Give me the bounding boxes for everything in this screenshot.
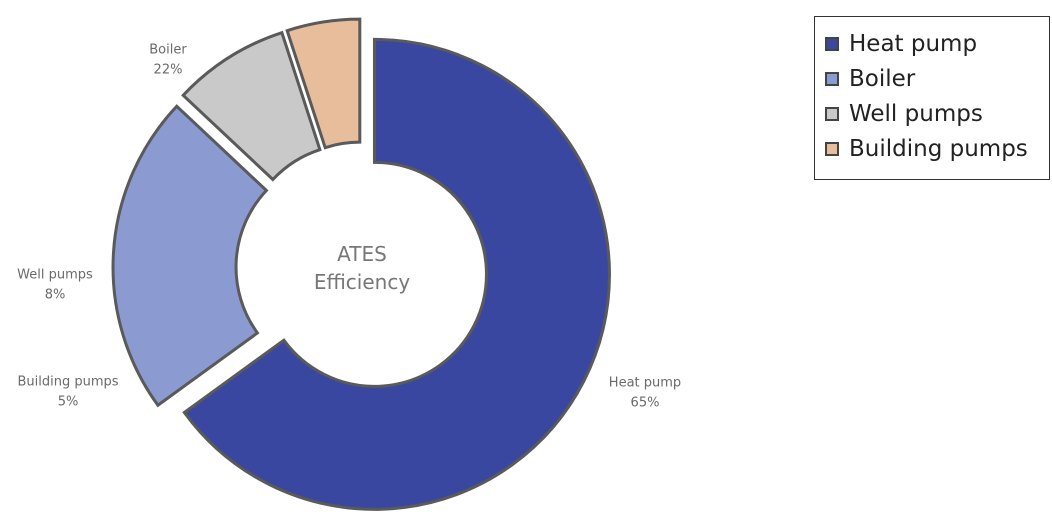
- legend-label: Building pumps: [849, 135, 1028, 162]
- slice-value-label: 8%: [45, 288, 66, 303]
- legend-item: Well pumps: [815, 96, 1049, 131]
- slice-value-label: 65%: [631, 396, 660, 411]
- slice-label: Boiler: [149, 43, 187, 58]
- legend-item: Building pumps: [815, 131, 1049, 166]
- legend-label: Well pumps: [849, 100, 983, 127]
- legend-swatch: [825, 36, 839, 51]
- slice-label: Building pumps: [17, 375, 118, 390]
- slice: [111, 104, 269, 408]
- slice-label: Well pumps: [17, 268, 93, 283]
- legend-item: Heat pump: [815, 26, 1049, 61]
- legend-label: Heat pump: [849, 30, 978, 57]
- legend-swatch: [825, 141, 839, 156]
- legend-label: Boiler: [849, 65, 916, 92]
- slice: [285, 17, 362, 150]
- legend-swatch: [825, 106, 839, 121]
- slice-label: Heat pump: [609, 376, 681, 391]
- chart-title: ATES Efficiency: [313, 242, 411, 294]
- legend-item: Boiler: [815, 61, 1049, 96]
- slice: [181, 30, 322, 182]
- slice-value-label: 5%: [58, 395, 79, 410]
- slice-value-label: 22%: [154, 63, 183, 78]
- legend: Heat pump Boiler Well pumps Building pumps: [814, 16, 1050, 180]
- legend-swatch: [825, 71, 839, 86]
- slice: [182, 37, 611, 511]
